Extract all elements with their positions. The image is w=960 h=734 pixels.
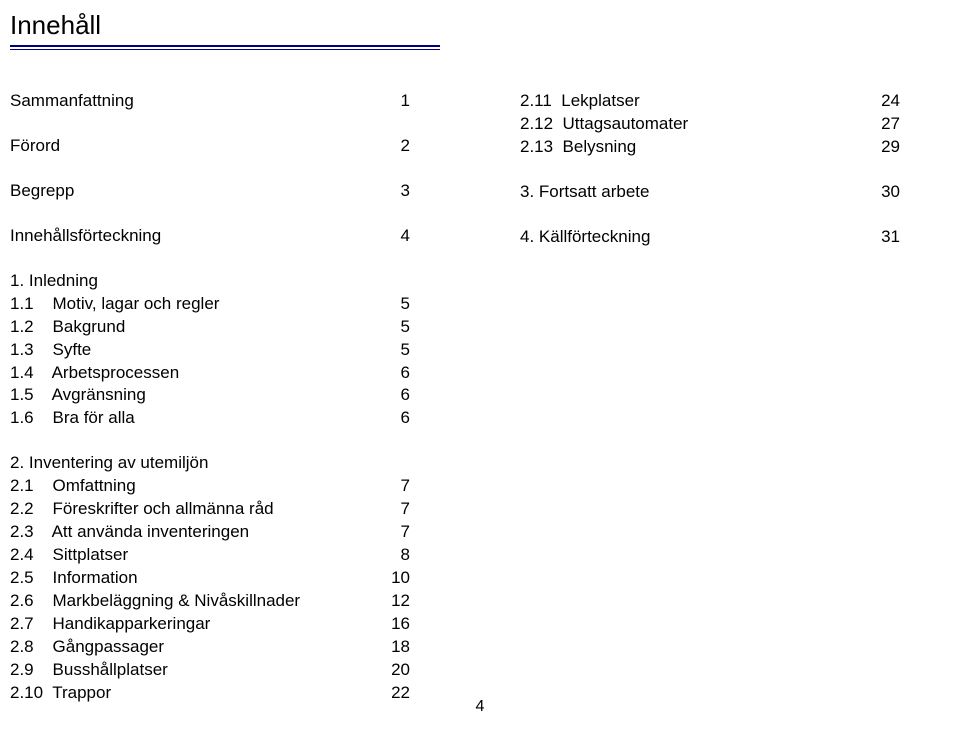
- section-gap: [520, 159, 900, 181]
- toc-page: 18: [380, 636, 410, 659]
- section-gap: [10, 158, 410, 180]
- toc-label: 2.6 Markbeläggning & Nivåskillnader: [10, 590, 300, 613]
- toc-row: 1.1 Motiv, lagar och regler 5: [10, 293, 410, 316]
- toc-row: 1.6 Bra för alla 6: [10, 407, 410, 430]
- toc-label: Innehållsförteckning: [10, 225, 161, 248]
- toc-label: 1.3 Syfte: [10, 339, 91, 362]
- toc-page: 7: [380, 498, 410, 521]
- toc-label: Förord: [10, 135, 60, 158]
- toc-columns: Sammanfattning 1 Förord 2 Begrepp 3 Innehållsf…: [10, 90, 900, 705]
- toc-label: 2.4 Sittplatser: [10, 544, 128, 567]
- toc-row: Begrepp 3: [10, 180, 410, 203]
- toc-label: 2.8 Gångpassager: [10, 636, 164, 659]
- toc-label: Sammanfattning: [10, 90, 134, 113]
- toc-row: 2. Inventering av utemiljön: [10, 452, 410, 475]
- toc-page: 5: [380, 316, 410, 339]
- toc-page: 5: [380, 293, 410, 316]
- toc-label: 2.5 Information: [10, 567, 138, 590]
- toc-row: 2.6 Markbeläggning & Nivåskillnader 12: [10, 590, 410, 613]
- toc-label: 2.7 Handikapparkeringar: [10, 613, 210, 636]
- toc-page: 7: [380, 521, 410, 544]
- toc-page: 1: [380, 90, 410, 113]
- toc-row: 2.4 Sittplatser 8: [10, 544, 410, 567]
- section-gap: [10, 113, 410, 135]
- toc-label: 2. Inventering av utemiljön: [10, 452, 208, 475]
- section-gap: [520, 204, 900, 226]
- page-title: Innehåll: [10, 10, 900, 41]
- toc-row: 2.5 Information 10: [10, 567, 410, 590]
- toc-row: 1. Inledning: [10, 270, 410, 293]
- toc-page: 6: [380, 384, 410, 407]
- toc-row: 2.9 Busshållplatser 20: [10, 659, 410, 682]
- toc-page: [380, 452, 410, 475]
- toc-page: 31: [870, 226, 900, 249]
- toc-label: 1.1 Motiv, lagar och regler: [10, 293, 219, 316]
- section-gap: [10, 203, 410, 225]
- toc-label: 1.6 Bra för alla: [10, 407, 135, 430]
- toc-page: 10: [380, 567, 410, 590]
- toc-label: 1.5 Avgränsning: [10, 384, 146, 407]
- toc-page: 7: [380, 475, 410, 498]
- page: Innehåll Sammanfattning 1 Förord 2 Begrepp 3 I…: [0, 0, 960, 734]
- toc-row: 2.2 Föreskrifter och allmänna råd 7: [10, 498, 410, 521]
- toc-row: 1.3 Syfte 5: [10, 339, 410, 362]
- toc-row: 4. Källförteckning 31: [520, 226, 900, 249]
- toc-row: 2.7 Handikapparkeringar 16: [10, 613, 410, 636]
- toc-label: 4. Källförteckning: [520, 226, 650, 249]
- toc-row: 2.8 Gångpassager 18: [10, 636, 410, 659]
- toc-label: 3. Fortsatt arbete: [520, 181, 649, 204]
- toc-label: 2.13 Belysning: [520, 136, 636, 159]
- toc-label: 1.2 Bakgrund: [10, 316, 125, 339]
- toc-row: 2.11 Lekplatser 24: [520, 90, 900, 113]
- toc-page: [380, 270, 410, 293]
- toc-label: 2.3 Att använda inventeringen: [10, 521, 249, 544]
- toc-page: 12: [380, 590, 410, 613]
- toc-row: 2.13 Belysning 29: [520, 136, 900, 159]
- toc-right-column: 2.11 Lekplatser242.12 Uttagsautomater272…: [520, 90, 900, 705]
- toc-row: Förord 2: [10, 135, 410, 158]
- toc-page: 6: [380, 362, 410, 385]
- title-rule: [10, 45, 440, 50]
- toc-row: Innehållsförteckning 4: [10, 225, 410, 248]
- toc-row: 3. Fortsatt arbete 30: [520, 181, 900, 204]
- toc-row: 1.5 Avgränsning 6: [10, 384, 410, 407]
- toc-page: 30: [870, 181, 900, 204]
- toc-row: 2.12 Uttagsautomater 27: [520, 113, 900, 136]
- toc-label: 2.1 Omfattning: [10, 475, 136, 498]
- toc-page: 4: [380, 225, 410, 248]
- toc-row: 1.2 Bakgrund 5: [10, 316, 410, 339]
- toc-page: 20: [380, 659, 410, 682]
- section-gap: [10, 248, 410, 270]
- toc-page: 16: [380, 613, 410, 636]
- toc-label: 1.4 Arbetsprocessen: [10, 362, 179, 385]
- toc-page: 27: [870, 113, 900, 136]
- toc-label: 2.9 Busshållplatser: [10, 659, 168, 682]
- toc-left-column: Sammanfattning 1 Förord 2 Begrepp 3 Innehållsf…: [10, 90, 410, 705]
- toc-page: 6: [380, 407, 410, 430]
- toc-page: 24: [870, 90, 900, 113]
- toc-page: 3: [380, 180, 410, 203]
- toc-label: 2.2 Föreskrifter och allmänna råd: [10, 498, 274, 521]
- toc-page: 8: [380, 544, 410, 567]
- toc-label: 1. Inledning: [10, 270, 98, 293]
- toc-page: 2: [380, 135, 410, 158]
- page-number: 4: [0, 698, 960, 716]
- toc-label: 2.12 Uttagsautomater: [520, 113, 688, 136]
- toc-label: 2.11 Lekplatser: [520, 90, 640, 113]
- toc-row: Sammanfattning 1: [10, 90, 410, 113]
- toc-row: 2.1 Omfattning 7: [10, 475, 410, 498]
- toc-row: 2.3 Att använda inventeringen 7: [10, 521, 410, 544]
- toc-page: 5: [380, 339, 410, 362]
- toc-label: Begrepp: [10, 180, 74, 203]
- section-gap: [10, 430, 410, 452]
- toc-page: 29: [870, 136, 900, 159]
- toc-row: 1.4 Arbetsprocessen 6: [10, 362, 410, 385]
